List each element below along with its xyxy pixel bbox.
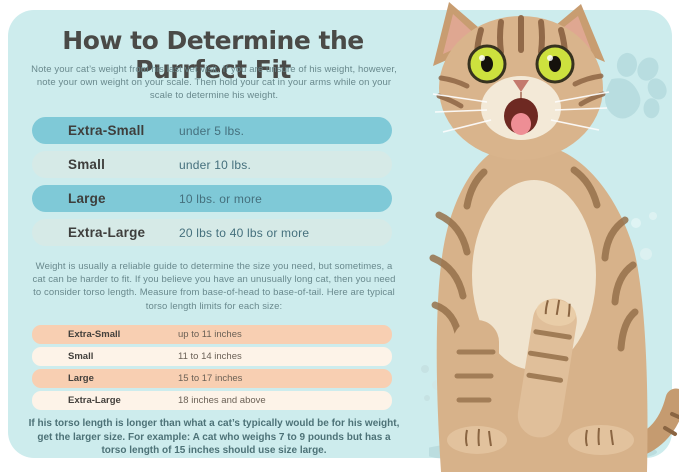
size-label: Extra-Large — [68, 395, 121, 406]
torso-limit: 11 to 14 inches — [178, 351, 242, 362]
size-label: Small — [68, 157, 106, 172]
size-label: Large — [68, 191, 106, 206]
torso-table-row: Extra-Large 18 inches and above — [32, 391, 392, 410]
size-label: Extra-Large — [68, 225, 146, 240]
size-label: Extra-Small — [68, 123, 145, 138]
paw-print-icon — [604, 52, 667, 119]
weight-table-row: Large 10 lbs. or more — [32, 185, 392, 212]
weight-limit: 10 lbs. or more — [179, 191, 263, 206]
size-label: Large — [68, 373, 94, 384]
torso-limit: 18 inches and above — [178, 395, 266, 406]
weight-table-row: Extra-Small under 5 lbs. — [32, 117, 392, 144]
speckle — [424, 395, 430, 401]
torso-table-row: Large 15 to 17 inches — [32, 369, 392, 388]
footer-note: If his torso length is longer than what … — [28, 418, 400, 456]
page-title: How to Determine the Purrfect Fit — [62, 26, 364, 84]
torso-paragraph: Weight is usually a reliable guide to de… — [32, 261, 396, 312]
torso-limit: 15 to 17 inches — [178, 373, 243, 384]
torso-table-row: Extra-Small up to 11 inches — [32, 325, 392, 344]
speckle — [631, 218, 641, 228]
size-label: Small — [68, 351, 94, 362]
weight-table-row: Extra-Large 20 lbs to 40 lbs or more — [32, 219, 392, 246]
torso-table-row: Small 11 to 14 inches — [32, 347, 392, 366]
weight-limit: under 5 lbs. — [179, 123, 245, 138]
intro-paragraph: Note your cat’s weight from his last vet… — [31, 64, 397, 102]
torso-limit: up to 11 inches — [178, 329, 242, 340]
speckle — [432, 380, 442, 390]
weight-limit: 20 lbs to 40 lbs or more — [179, 225, 310, 240]
tabby-cat-illustration — [429, 2, 679, 472]
weight-table-row: Small under 10 lbs. — [32, 151, 392, 178]
weight-limit: under 10 lbs. — [179, 157, 251, 172]
speckle — [421, 365, 429, 373]
speckle — [640, 248, 652, 260]
size-label: Extra-Small — [68, 329, 121, 340]
speckle — [649, 212, 657, 220]
